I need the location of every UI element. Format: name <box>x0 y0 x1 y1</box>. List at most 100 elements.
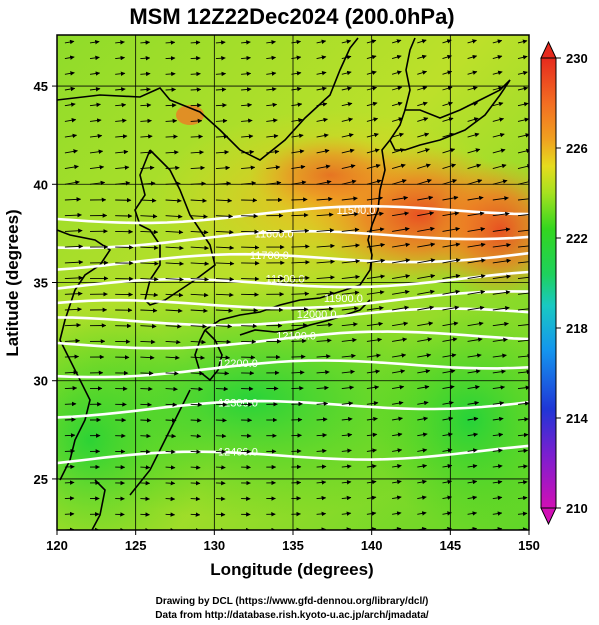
wind-vector <box>165 386 178 392</box>
wind-vector <box>140 165 155 171</box>
wind-vector <box>366 385 380 390</box>
wind-vector <box>467 511 478 516</box>
wind-vector <box>291 197 308 202</box>
wind-vector <box>140 339 156 345</box>
wind-vector <box>140 214 158 219</box>
wind-vector <box>140 418 152 423</box>
wind-vector <box>467 289 486 295</box>
wind-vector <box>467 353 482 358</box>
wind-vector <box>366 163 381 170</box>
wind-vector <box>165 496 176 502</box>
wind-vector <box>517 102 529 107</box>
wind-vector <box>140 118 152 124</box>
wind-vector <box>417 70 428 75</box>
contour-line-12400.0 <box>57 444 529 465</box>
wind-vector <box>266 87 277 92</box>
wind-vector <box>64 401 77 407</box>
wind-vector <box>467 385 480 390</box>
wind-vector <box>341 70 352 76</box>
wind-vector <box>215 87 227 92</box>
wind-vector <box>467 337 483 342</box>
wind-vector <box>391 179 407 185</box>
wind-vector <box>442 369 456 374</box>
wind-vector <box>316 511 327 517</box>
wind-vector <box>89 71 101 76</box>
wind-vector <box>266 149 280 155</box>
wind-vector <box>165 229 184 235</box>
contour-label-12100.0: 12100.0 <box>276 330 316 342</box>
wind-vector <box>391 86 403 91</box>
wind-vector <box>517 214 529 217</box>
wind-vector <box>341 464 352 469</box>
wind-vector <box>341 148 355 154</box>
wind-vector <box>341 385 355 390</box>
wind-vector <box>417 211 435 217</box>
wind-vector <box>266 102 278 108</box>
wind-vector <box>341 102 353 107</box>
colorbar-tick-label-214: 214 <box>566 411 588 426</box>
contour-line-12200.0 <box>57 359 529 379</box>
wind-vector <box>140 55 151 61</box>
wind-vector <box>442 258 461 264</box>
wind-vector <box>492 242 511 248</box>
wind-vector <box>89 118 102 123</box>
wind-vector <box>517 385 529 390</box>
wind-vector <box>190 245 209 251</box>
wind-vector <box>241 181 257 186</box>
wind-vector <box>89 39 100 45</box>
wind-vector <box>442 163 457 170</box>
wind-vector <box>190 214 208 219</box>
wind-vector <box>190 277 209 282</box>
wind-vector <box>215 324 233 329</box>
wind-vector <box>165 165 180 171</box>
wind-vector <box>64 496 75 501</box>
wind-vector <box>517 276 529 280</box>
wind-vector <box>215 71 227 77</box>
wind-vector <box>442 353 457 358</box>
wind-vector <box>64 86 76 92</box>
wind-vector <box>190 71 201 77</box>
wind-vector <box>64 212 82 218</box>
wind-vector <box>165 402 178 407</box>
wind-vector <box>215 245 235 251</box>
wind-vector <box>366 290 385 295</box>
wind-vector <box>140 449 151 454</box>
wind-vector <box>492 274 511 280</box>
wind-vector <box>366 258 386 264</box>
wind-vector <box>417 54 427 60</box>
wind-vector <box>392 305 410 311</box>
wind-vector <box>417 195 434 201</box>
wind-vector <box>165 324 182 329</box>
wind-vector <box>391 163 406 170</box>
wind-vector <box>517 261 529 264</box>
wind-vector <box>241 40 251 45</box>
wind-vector <box>492 432 504 438</box>
wind-vector <box>291 133 304 139</box>
wind-vector <box>492 70 503 76</box>
wind-vector <box>366 337 383 343</box>
wind-vector <box>467 70 478 75</box>
wind-vector <box>165 512 176 517</box>
wind-vector <box>517 338 529 343</box>
wind-vector <box>366 495 377 501</box>
wind-vector <box>492 479 503 485</box>
wind-vector <box>417 369 431 374</box>
wind-vector <box>64 338 81 344</box>
colorbar-tick-label-210: 210 <box>566 501 588 516</box>
wind-vector <box>190 433 202 439</box>
wind-vector <box>64 164 79 170</box>
credit-data: Data from http://database.rish.kyoto-u.a… <box>155 610 429 621</box>
wind-vector <box>165 449 176 454</box>
wind-vector <box>291 275 310 281</box>
wind-vector <box>190 229 209 235</box>
wind-vector <box>266 39 276 45</box>
wind-vector <box>165 465 176 470</box>
wind-vector <box>467 464 478 469</box>
wind-vector <box>391 117 404 122</box>
wind-vector <box>165 308 183 314</box>
wind-vector <box>517 39 528 44</box>
wind-vector <box>492 86 503 91</box>
wind-vector <box>64 259 84 265</box>
wind-vector <box>64 39 75 45</box>
wind-vector <box>291 149 305 154</box>
